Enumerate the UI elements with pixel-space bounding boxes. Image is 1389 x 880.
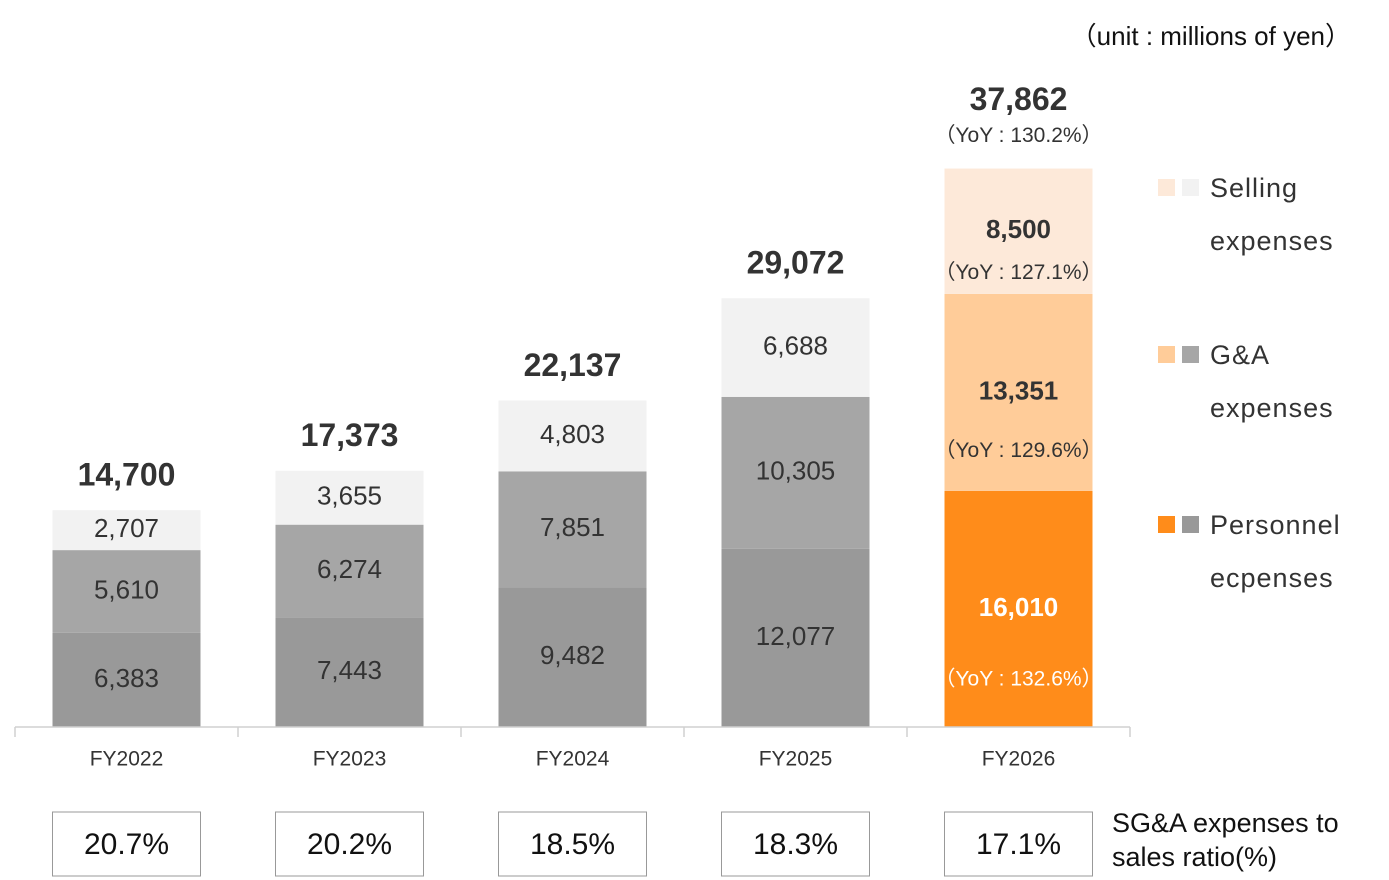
ratio-box	[52, 811, 201, 877]
bar-segment	[721, 396, 870, 549]
bar-segment	[721, 548, 870, 727]
segment-label: 8,500	[986, 214, 1051, 244]
bar-segment	[52, 550, 201, 633]
ratio-box	[721, 811, 870, 877]
bar-segment	[275, 524, 424, 618]
segment-label: 6,274	[317, 554, 382, 584]
total-label: 17,373	[301, 417, 399, 453]
legend-swatch	[1182, 516, 1199, 533]
bar-segment	[498, 587, 647, 727]
ratio-label: 20.2%	[307, 828, 392, 861]
legend-swatch	[1182, 179, 1199, 196]
bar-segment	[498, 471, 647, 588]
segment-label: 6,383	[94, 663, 159, 693]
segment-label: 2,707	[94, 513, 159, 543]
bar-segment	[52, 632, 201, 727]
ratio-box	[944, 811, 1093, 877]
segment-label: 10,305	[756, 456, 836, 486]
segment-label: 4,803	[540, 419, 605, 449]
segment-label: 12,077	[756, 621, 836, 651]
bar-segment	[498, 400, 647, 472]
total-label: 14,700	[78, 457, 176, 493]
bar-segment	[275, 617, 424, 727]
bar-segment	[721, 298, 870, 397]
bar-segment	[52, 510, 201, 551]
legend-swatch	[1158, 179, 1175, 196]
x-tick-label: FY2026	[982, 748, 1056, 771]
segment-label: 3,655	[317, 481, 382, 511]
legend-label: Selling expenses	[1210, 173, 1334, 256]
bar-segment	[944, 490, 1093, 727]
ratio-label: 18.5%	[530, 828, 615, 861]
segment-label: 9,482	[540, 640, 605, 670]
ratio-label: 18.3%	[753, 828, 838, 861]
total-yoy: （YoY : 130.2%）	[934, 124, 1102, 147]
segment-label: 6,688	[763, 330, 828, 360]
ratio-label: 20.7%	[84, 828, 169, 861]
ratio-label: 17.1%	[976, 828, 1061, 861]
legend-label: G&A expenses	[1210, 340, 1334, 423]
segment-label: 7,443	[317, 655, 382, 685]
legend-label: Personnel ecpenses	[1210, 510, 1341, 593]
total-label: 29,072	[747, 245, 845, 281]
legend-swatch	[1158, 346, 1175, 363]
segment-label: 13,351	[979, 375, 1059, 405]
segment-label: 7,851	[540, 512, 605, 542]
segment-label: 16,010	[979, 592, 1059, 622]
legend-swatch	[1182, 346, 1199, 363]
segment-yoy: （YoY : 129.6%）	[934, 439, 1102, 462]
ratio-box	[498, 811, 647, 877]
segment-label: 5,610	[94, 574, 159, 604]
total-label: 22,137	[524, 347, 622, 383]
bar-segment	[275, 470, 424, 525]
total-label: 37,862	[970, 81, 1068, 117]
ratio-label: SG&A expenses to sales ratio(%)	[1112, 808, 1339, 872]
unit-note: （unit : millions of yen）	[1070, 21, 1351, 51]
bar-segment	[944, 168, 1093, 294]
x-tick-label: FY2022	[90, 748, 164, 771]
ratio-box	[275, 811, 424, 877]
legend-swatch	[1158, 516, 1175, 533]
segment-yoy: （YoY : 132.6%）	[934, 667, 1102, 690]
x-tick-label: FY2025	[759, 748, 833, 771]
x-tick-label: FY2024	[536, 748, 610, 771]
bar-segment	[944, 293, 1093, 491]
segment-yoy: （YoY : 127.1%）	[934, 261, 1102, 284]
x-tick-label: FY2023	[313, 748, 387, 771]
